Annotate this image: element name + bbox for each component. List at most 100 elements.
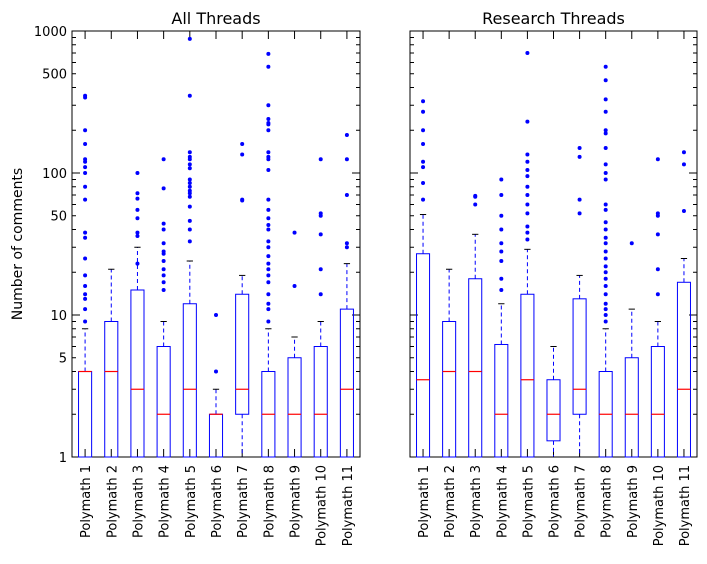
flier-point <box>318 213 323 218</box>
flier-point <box>266 150 271 155</box>
box-9 <box>287 230 302 458</box>
flier-point <box>187 181 192 186</box>
box-rect <box>494 343 509 458</box>
flier-point <box>629 241 634 246</box>
y-tick-label: 5 <box>59 352 67 367</box>
box-rect <box>468 278 483 458</box>
x-tick-label: Polymath 6 <box>210 465 225 538</box>
x-tick-label: Polymath 6 <box>548 465 563 538</box>
flier-point <box>83 171 88 175</box>
flier-point <box>83 159 88 164</box>
flier-point <box>499 177 504 182</box>
flier-point <box>83 292 88 297</box>
flier-point <box>525 237 530 242</box>
flier-point <box>421 197 426 202</box>
flier-point <box>577 211 582 216</box>
flier-point <box>525 152 530 157</box>
flier-point <box>266 239 271 244</box>
box-5 <box>520 50 535 458</box>
flier-point <box>603 264 608 269</box>
flier-point <box>525 192 530 197</box>
box-rect <box>313 346 328 458</box>
flier-point <box>161 157 166 162</box>
x-tick-label: Polymath 4 <box>495 465 510 538</box>
flier-point <box>344 157 349 162</box>
flier-point <box>525 159 530 164</box>
flier-point <box>266 254 271 259</box>
flier-point <box>135 196 140 201</box>
flier-point <box>421 142 426 147</box>
flier-point <box>603 301 608 306</box>
flier-point <box>421 99 426 104</box>
x-tick-label: Polymath 5 <box>521 465 536 538</box>
flier-point <box>214 369 218 374</box>
box-rect <box>416 253 431 458</box>
flier-point <box>577 145 582 150</box>
flier-point <box>344 133 349 138</box>
flier-point <box>266 261 271 266</box>
flier-point <box>421 128 426 133</box>
flier-point <box>603 97 608 102</box>
flier-point <box>655 213 660 218</box>
box-rect <box>287 357 302 458</box>
flier-point <box>318 292 323 297</box>
box-9 <box>624 241 639 458</box>
x-tick-label: Polymath 3 <box>131 465 146 538</box>
flier-point <box>214 313 218 317</box>
flier-point <box>525 184 530 189</box>
flier-point <box>83 284 88 289</box>
flier-point <box>266 167 271 172</box>
box-8 <box>598 64 613 458</box>
flier-point <box>83 142 88 147</box>
box-7 <box>572 145 587 458</box>
flier-point <box>161 221 166 226</box>
flier-point <box>603 145 608 150</box>
flier-point <box>499 227 504 232</box>
flier-point <box>499 249 504 254</box>
flier-point <box>266 245 271 250</box>
flier-point <box>266 157 271 162</box>
flier-point <box>266 103 271 108</box>
flier-point <box>473 194 478 199</box>
flier-point <box>266 197 271 202</box>
y-tick-label: 1000 <box>34 25 67 40</box>
flier-point <box>266 216 271 221</box>
flier-point <box>266 292 271 297</box>
flier-point <box>318 157 323 162</box>
flier-point <box>577 154 582 159</box>
box-rect <box>624 357 639 458</box>
flier-point <box>240 198 245 203</box>
box-rect <box>442 320 457 458</box>
flier-point <box>187 204 192 209</box>
flier-point <box>187 177 192 182</box>
flier-point <box>83 307 88 312</box>
flier-point <box>292 230 297 235</box>
flier-point <box>603 202 608 207</box>
chart-title: All Threads <box>171 9 260 28</box>
panel-all-threads: All Threads 1 5 10 50 100 500 1000 Number of com… <box>10 9 361 546</box>
box-6 <box>546 346 561 458</box>
flier-point <box>161 227 166 232</box>
y-tick-label: 10 <box>50 309 67 324</box>
flier-point <box>187 150 192 155</box>
x-tick-label: Polymath 11 <box>341 465 356 546</box>
flier-point <box>525 202 530 207</box>
box-rect <box>182 303 197 458</box>
flier-point <box>135 207 140 212</box>
flier-point <box>603 109 608 114</box>
flier-point <box>161 287 166 292</box>
flier-point <box>525 119 530 124</box>
flier-point <box>266 51 271 56</box>
flier-point <box>603 256 608 261</box>
flier-point <box>344 192 349 197</box>
flier-point <box>421 165 426 170</box>
flier-point <box>318 232 323 237</box>
box-rect <box>130 289 145 458</box>
flier-point <box>603 241 608 246</box>
flier-point <box>240 152 245 157</box>
flier-point <box>135 234 140 239</box>
flier-point <box>266 207 271 212</box>
flier-point <box>603 131 608 136</box>
flier-point <box>161 241 166 246</box>
flier-point <box>499 192 504 197</box>
